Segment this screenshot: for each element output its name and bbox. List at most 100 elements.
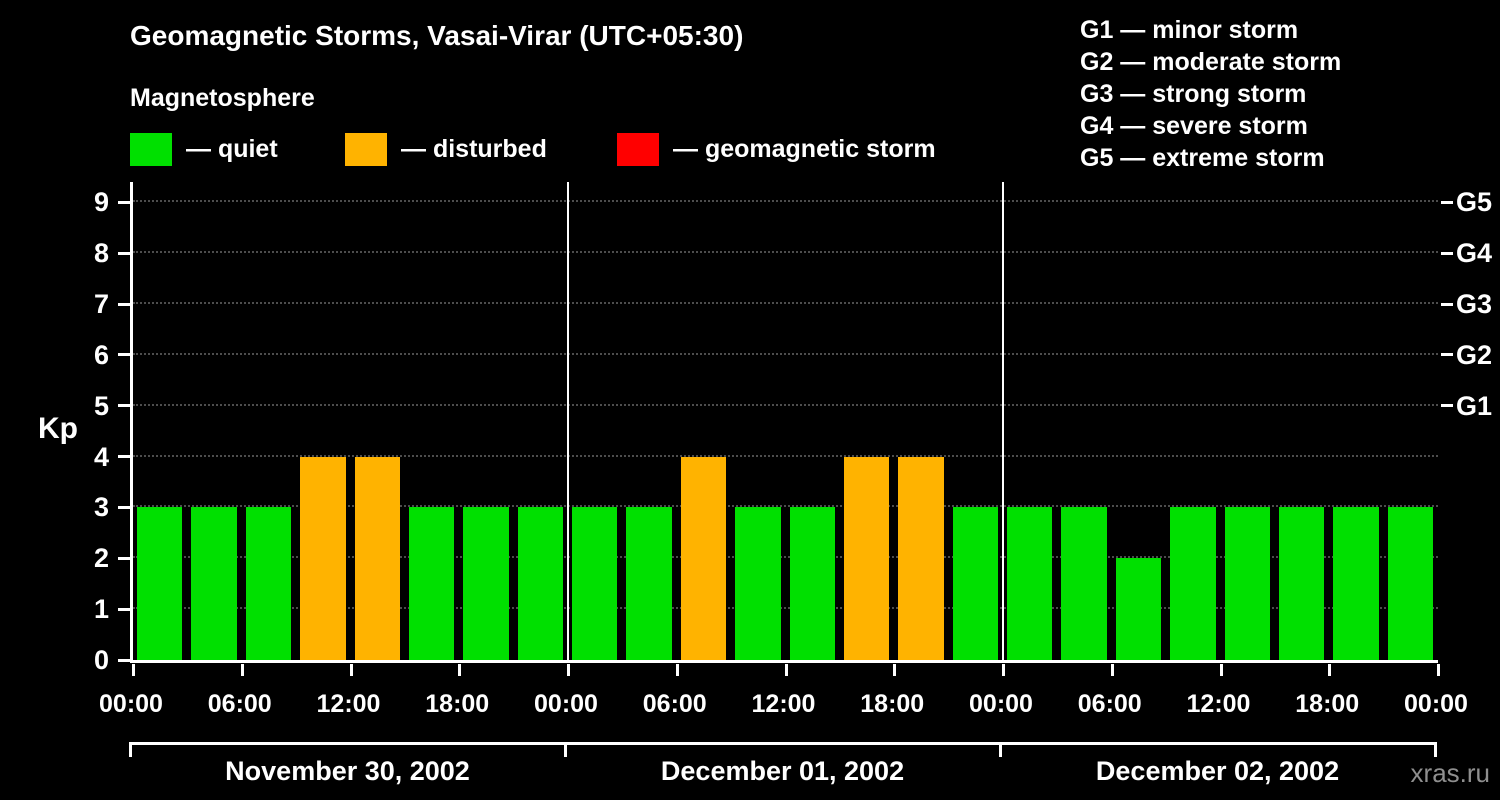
time-label: 00:00	[534, 690, 598, 718]
time-label: 06:00	[1077, 690, 1142, 718]
storm-scale-item-g2: G2 — moderate storm	[1080, 48, 1342, 76]
y-axis-label: 1	[93, 594, 109, 625]
gridline	[133, 200, 1438, 203]
g-axis-tick	[1441, 302, 1453, 306]
legend-item-disturbed: — disturbed	[345, 131, 547, 167]
kp-bar	[789, 507, 835, 660]
quiet-color-swatch	[130, 132, 172, 166]
kp-bar	[952, 507, 998, 660]
y-axis-label: 4	[93, 441, 109, 472]
x-axis-tick	[675, 664, 679, 676]
x-axis-tick	[784, 664, 788, 676]
x-axis-tick	[1219, 664, 1223, 676]
kp-bar	[1387, 507, 1433, 660]
gridline	[133, 505, 1438, 508]
date-axis-tick	[1433, 742, 1437, 757]
y-axis-tick	[118, 251, 130, 255]
g-scale-axis-label: G2	[1456, 339, 1493, 370]
kp-bar	[517, 507, 563, 660]
y-axis-tick	[118, 455, 130, 459]
date-label: November 30, 2002	[225, 756, 470, 786]
gridline	[133, 251, 1438, 254]
time-label: 12:00	[751, 690, 816, 718]
y-axis-tick	[118, 658, 130, 662]
gridline	[133, 607, 1438, 610]
kp-bar	[626, 507, 672, 660]
day-separator	[567, 182, 569, 660]
g-axis-tick	[1441, 251, 1453, 255]
y-axis-tick	[118, 607, 130, 611]
y-axis-tick	[118, 302, 130, 306]
day-separator	[1002, 182, 1004, 660]
y-axis-tick	[118, 200, 130, 204]
kp-bar	[191, 507, 237, 660]
x-axis-tick	[240, 664, 244, 676]
y-axis-label: 6	[93, 339, 109, 370]
legend-heading: Magnetosphere	[130, 84, 315, 112]
x-axis-tick	[1002, 664, 1005, 676]
x-axis-tick	[1437, 664, 1440, 676]
y-axis-label: 5	[93, 390, 109, 421]
legend-item-quiet-label: — quiet	[186, 134, 278, 163]
storm-scale-item-g1: G1 — minor storm	[1080, 16, 1299, 44]
kp-bar	[1115, 558, 1162, 660]
g-scale-axis-label: G5	[1456, 187, 1493, 218]
time-label: 12:00	[1186, 690, 1251, 718]
x-axis-tick	[567, 664, 570, 676]
y-axis-label: 7	[93, 289, 109, 320]
legend-item-quiet: — quiet	[130, 131, 278, 167]
x-axis-tick	[349, 664, 353, 676]
x-axis-tick	[132, 664, 135, 676]
gridline	[133, 556, 1438, 559]
y-axis-title: Kp	[38, 412, 78, 445]
y-axis-label: 3	[93, 492, 109, 523]
y-axis-tick	[118, 404, 130, 408]
legend-item-storm: — geomagnetic storm	[617, 131, 936, 167]
time-label: 06:00	[207, 690, 272, 718]
kp-bar	[680, 456, 727, 660]
y-axis-label: 8	[93, 238, 109, 269]
date-axis: November 30, 2002 December 01, 2002 Decemb…	[128, 742, 1437, 786]
y-axis-label: 2	[93, 543, 109, 574]
time-label: 18:00	[425, 690, 490, 718]
g-axis-tick	[1441, 353, 1453, 357]
kp-bar	[1224, 507, 1270, 660]
storm-color-swatch	[617, 132, 659, 166]
y-axis-tick	[118, 353, 130, 357]
g-scale-axis-label: G3	[1456, 289, 1493, 320]
g-axis-tick	[1441, 200, 1453, 204]
storm-scale-item-g5: G5 — extreme storm	[1080, 144, 1325, 172]
legend-item-disturbed-label: — disturbed	[401, 134, 547, 163]
g-axis-tick	[1441, 404, 1453, 408]
x-axis-tick	[1110, 664, 1114, 676]
kp-bar	[463, 507, 509, 660]
kp-bar	[1007, 507, 1053, 660]
gridline	[133, 454, 1438, 457]
kp-bar	[843, 456, 890, 660]
y-axis-tick	[118, 505, 130, 509]
time-label: 18:00	[860, 690, 925, 718]
gridline	[133, 302, 1438, 305]
watermark: xras.ru	[1410, 758, 1490, 788]
kp-bar	[300, 456, 346, 660]
date-label: December 01, 2002	[660, 756, 905, 786]
storm-scale-legend: G1 — minor storm G2 — moderate storm G3 …	[1080, 14, 1341, 174]
date-label: December 02, 2002	[1095, 756, 1340, 786]
y-axis-tick	[118, 556, 130, 560]
y-axis-label: 9	[93, 187, 109, 218]
date-axis-tick	[563, 742, 567, 757]
kp-bar	[898, 456, 944, 660]
legend-item-storm-label: — geomagnetic storm	[673, 134, 936, 163]
time-axis: 00:00 06:00 12:00 18:00 00:00 06:00 12:00 18:00…	[99, 690, 1468, 720]
kp-bar	[408, 507, 455, 660]
x-axis-tick	[893, 664, 897, 676]
time-label: 18:00	[1295, 690, 1360, 718]
disturbed-color-swatch	[345, 132, 387, 166]
x-axis-tick	[1328, 664, 1332, 676]
g-scale-axis-label: G4	[1456, 238, 1493, 269]
storm-scale-item-g4: G4 — severe storm	[1080, 112, 1308, 140]
kp-bar	[245, 507, 292, 660]
gridline	[133, 403, 1438, 406]
time-label: 12:00	[316, 690, 381, 718]
time-label: 00:00	[99, 690, 163, 718]
